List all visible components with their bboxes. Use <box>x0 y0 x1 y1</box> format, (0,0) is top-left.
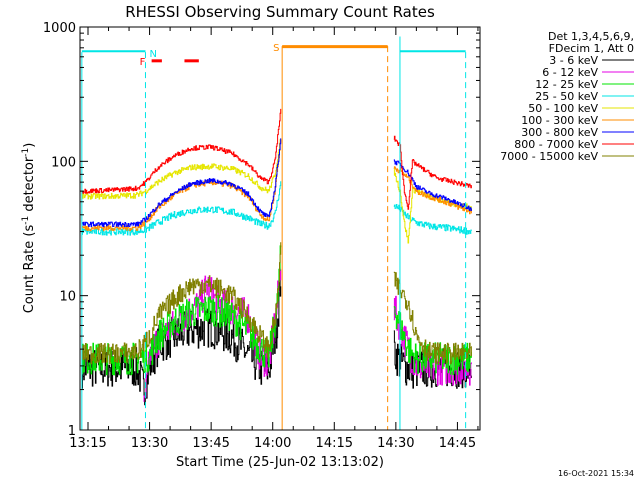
series-300-800-kev-line-post <box>393 159 472 211</box>
plot-frame <box>79 26 481 431</box>
legend-label: 100 - 300 keV <box>521 114 598 127</box>
series-12-25-kev-line-pre <box>81 245 282 376</box>
series-25-50-kev-line-post <box>393 204 472 235</box>
chart-title: RHESSI Observing Summary Count Rates <box>125 3 435 21</box>
legend-header-decimation: FDecim 1, Att 0 <box>549 42 634 55</box>
x-axis-title: Start Time (25-Jun-02 13:13:02) <box>176 455 384 470</box>
series-25-50-kev-line-pre <box>81 181 282 236</box>
series-100-300-kev-line-post <box>393 166 472 215</box>
y-axis-title-exponent-2: -1 <box>21 148 31 157</box>
y-axis-title-end: ) <box>22 143 37 148</box>
y-tick-label: 10 <box>59 290 76 305</box>
series-12-25-kev-line-post <box>393 306 472 376</box>
legend-header-detectors: Det 1,3,4,5,6,9, <box>548 30 634 43</box>
y-axis-title-main: Count Rate (s <box>22 225 37 314</box>
series-800-7000-kev-line-pre <box>81 108 282 194</box>
generated-timestamp: 16-Oct-2021 15:34 <box>558 469 634 478</box>
x-tick-label: 13:30 <box>131 436 168 451</box>
y-axis-title: Count Rate (s-1 detector-1) <box>21 143 37 314</box>
legend-label: 50 - 100 keV <box>528 102 598 115</box>
y-tick-label: 100 <box>51 155 76 170</box>
legend: Det 1,3,4,5,6,9, FDecim 1, Att 0 3 - 6 k… <box>500 30 634 163</box>
series-800-7000-kev-line-post <box>393 135 472 210</box>
legend-label: 3 - 6 keV <box>549 54 598 67</box>
x-tick-label: 13:45 <box>192 436 229 451</box>
x-tick-label: 14:30 <box>377 436 414 451</box>
time-markers: N S F <box>81 36 467 430</box>
legend-label: 12 - 25 keV <box>535 78 598 91</box>
y-axis-title-middle: detector <box>22 156 37 216</box>
series-7000-15000-kev-line-pre <box>81 242 282 365</box>
series-lines <box>81 108 472 406</box>
y-axis-title-exponent-1: -1 <box>21 216 31 225</box>
x-tick-label: 14:00 <box>254 436 291 451</box>
flare-marker-label: F <box>140 57 146 68</box>
legend-label: 300 - 800 keV <box>521 126 598 139</box>
series-300-800-kev-line-pre <box>81 138 282 228</box>
legend-label: 7000 - 15000 keV <box>500 150 598 163</box>
legend-label: 25 - 50 keV <box>535 90 598 103</box>
legend-label: 6 - 12 keV <box>542 66 598 79</box>
x-tick-label: 14:15 <box>316 436 353 451</box>
x-tick-label: 14:45 <box>439 436 476 451</box>
time-marker-label-s: S <box>273 43 279 54</box>
y-tick-label: 1 <box>68 424 76 439</box>
y-tick-label: 1000 <box>43 21 76 36</box>
axes: 13:15 13:30 13:45 14:00 14:15 14:30 14:45 1 10 10… <box>43 21 480 451</box>
series-50-100-kev-line-pre <box>81 139 282 200</box>
time-marker-label-n: N <box>149 49 156 60</box>
legend-label: 800 - 7000 keV <box>514 138 598 151</box>
series-6-12-kev-line-post <box>393 295 472 386</box>
x-tick-label: 13:15 <box>69 436 106 451</box>
series-7000-15000-kev-line-post <box>393 271 472 365</box>
